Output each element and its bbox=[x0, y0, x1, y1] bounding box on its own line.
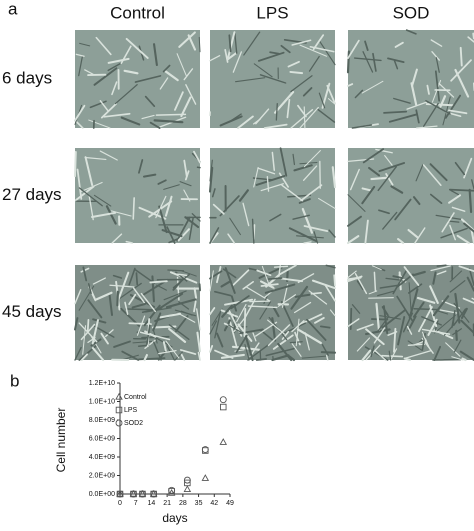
cell bbox=[129, 323, 151, 324]
point bbox=[220, 439, 226, 444]
x-tick-label: 35 bbox=[195, 500, 203, 507]
cell bbox=[348, 52, 349, 73]
x-axis-label: days bbox=[162, 511, 187, 525]
y-axis-label: Cell number bbox=[54, 408, 68, 473]
micrograph bbox=[75, 265, 200, 360]
cell bbox=[450, 190, 474, 191]
micrograph bbox=[348, 148, 474, 243]
column-header: Control bbox=[110, 3, 165, 22]
legend-label: Control bbox=[124, 394, 147, 401]
cell bbox=[275, 266, 288, 267]
panel-label: b bbox=[10, 371, 19, 390]
y-tick-label: 2.0E+09 bbox=[89, 472, 115, 479]
micrograph bbox=[348, 265, 474, 360]
x-tick-label: 28 bbox=[179, 500, 187, 507]
column-header: SOD bbox=[393, 3, 430, 22]
cell bbox=[334, 275, 335, 285]
y-tick-label: 1.0E+10 bbox=[89, 398, 115, 405]
micrograph bbox=[210, 148, 335, 243]
cell bbox=[150, 281, 166, 282]
cell bbox=[257, 359, 266, 360]
micrograph bbox=[75, 30, 200, 128]
micrograph bbox=[210, 265, 335, 360]
cell bbox=[136, 273, 137, 284]
x-tick-label: 14 bbox=[148, 500, 156, 507]
micrograph-bg bbox=[75, 148, 200, 243]
cell bbox=[351, 309, 352, 329]
panel-label: a bbox=[8, 0, 18, 18]
micrograph bbox=[348, 30, 474, 128]
cell bbox=[229, 35, 230, 51]
cell bbox=[304, 107, 305, 128]
point bbox=[184, 486, 190, 491]
cell bbox=[470, 190, 471, 212]
cell bbox=[322, 352, 335, 353]
column-header: LPS bbox=[256, 3, 288, 22]
cell bbox=[321, 326, 330, 327]
cell bbox=[405, 359, 410, 360]
cell bbox=[414, 309, 437, 310]
cell bbox=[427, 104, 453, 105]
cell bbox=[126, 309, 153, 310]
x-tick-label: 7 bbox=[134, 500, 138, 507]
cell bbox=[456, 331, 457, 340]
x-tick-label: 42 bbox=[210, 500, 218, 507]
legend-label: SOD2 bbox=[124, 420, 143, 427]
legend-marker bbox=[116, 394, 122, 399]
cell bbox=[168, 270, 184, 271]
cell bbox=[156, 114, 185, 115]
point bbox=[220, 397, 226, 403]
cell bbox=[250, 301, 270, 302]
cell bbox=[327, 356, 328, 360]
cell bbox=[374, 272, 375, 290]
legend-marker bbox=[116, 407, 122, 413]
point bbox=[202, 475, 208, 480]
legend-marker bbox=[116, 420, 122, 426]
row-label: 27 days bbox=[2, 185, 62, 204]
y-tick-label: 0.0E+00 bbox=[89, 491, 115, 498]
cell bbox=[75, 152, 76, 176]
y-tick-label: 1.2E+10 bbox=[89, 380, 115, 387]
cell bbox=[117, 292, 118, 306]
y-tick-label: 8.0E+09 bbox=[89, 417, 115, 424]
cell bbox=[269, 278, 282, 279]
row-label: 45 days bbox=[2, 302, 62, 321]
cell bbox=[461, 48, 462, 66]
x-tick-label: 21 bbox=[163, 500, 171, 507]
cell bbox=[371, 178, 386, 179]
cell bbox=[244, 309, 245, 336]
micrograph bbox=[210, 30, 335, 128]
cell bbox=[437, 265, 446, 266]
cell bbox=[133, 198, 134, 219]
cell bbox=[369, 298, 394, 299]
cell bbox=[276, 104, 277, 120]
x-tick-label: 0 bbox=[118, 500, 122, 507]
y-tick-label: 6.0E+09 bbox=[89, 435, 115, 442]
legend-label: LPS bbox=[124, 407, 138, 414]
y-tick-label: 4.0E+09 bbox=[89, 454, 115, 461]
x-tick-label: 49 bbox=[226, 500, 234, 507]
micrograph bbox=[75, 148, 200, 243]
point bbox=[220, 404, 226, 410]
cell bbox=[290, 72, 302, 73]
row-label: 6 days bbox=[2, 68, 52, 87]
